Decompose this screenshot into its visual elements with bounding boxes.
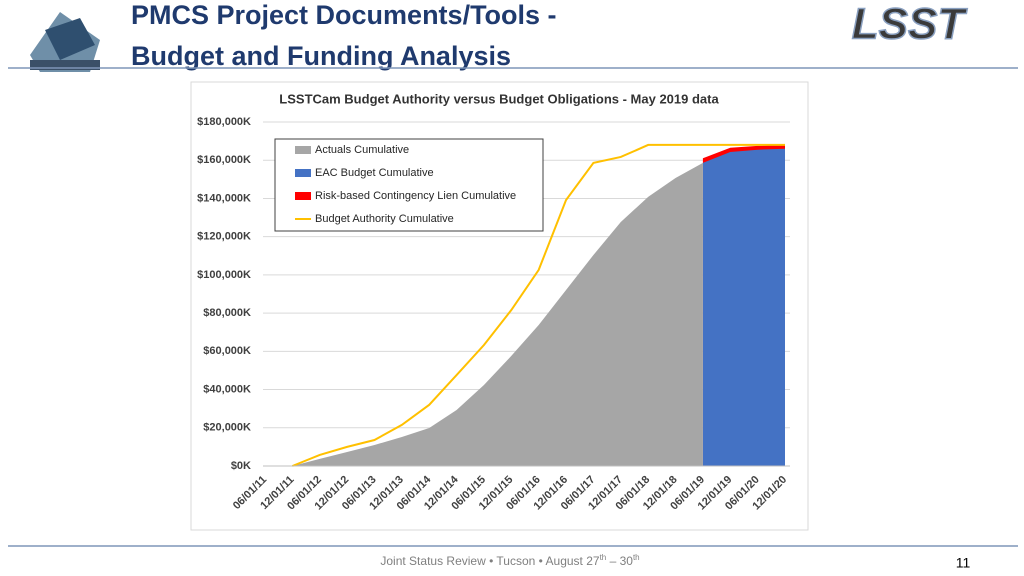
chart-title: LSSTCam Budget Authority versus Budget O…: [279, 91, 719, 106]
lsst-logo: LSST: [852, 0, 968, 49]
y-tick-label: $140,000K: [197, 192, 251, 204]
y-tick-label: $160,000K: [197, 154, 251, 166]
legend-swatch: [295, 192, 311, 200]
footer-part: Joint Status Review • Tucson • August 27: [380, 554, 600, 568]
legend-label: Actuals Cumulative: [315, 144, 409, 156]
legend-swatch: [295, 169, 311, 177]
line: [291, 143, 785, 467]
y-tick-label: $20,000K: [203, 422, 251, 434]
y-tick-label: $180,000K: [197, 116, 251, 128]
y-tick-label: $80,000K: [203, 307, 251, 319]
page-number: 11: [956, 555, 971, 571]
y-tick-label: $40,000K: [203, 383, 251, 395]
footer-part: – 30: [606, 554, 633, 568]
telescope-logo: [30, 12, 100, 72]
y-tick-label: $100,000K: [197, 269, 251, 281]
footer-sup: th: [633, 553, 640, 562]
y-tick-label: $0K: [231, 460, 251, 472]
area: [292, 162, 703, 467]
area: [702, 148, 785, 466]
legend-label: Risk-based Contingency Lien Cumulative: [315, 190, 516, 202]
footer-sup: th: [600, 553, 607, 562]
y-tick-label: $120,000K: [197, 231, 251, 243]
legend-box: [274, 138, 544, 232]
title-line: Budget and Funding Analysis: [131, 41, 511, 71]
legend-label: Budget Authority Cumulative: [315, 213, 454, 225]
y-tick-label: $60,000K: [203, 345, 251, 357]
legend-label: EAC Budget Cumulative: [315, 167, 434, 179]
legend-swatch: [295, 146, 311, 154]
footer-text: Joint Status Review • Tucson • August 27…: [380, 553, 639, 569]
title-line: PMCS Project Documents/Tools -: [131, 0, 557, 30]
